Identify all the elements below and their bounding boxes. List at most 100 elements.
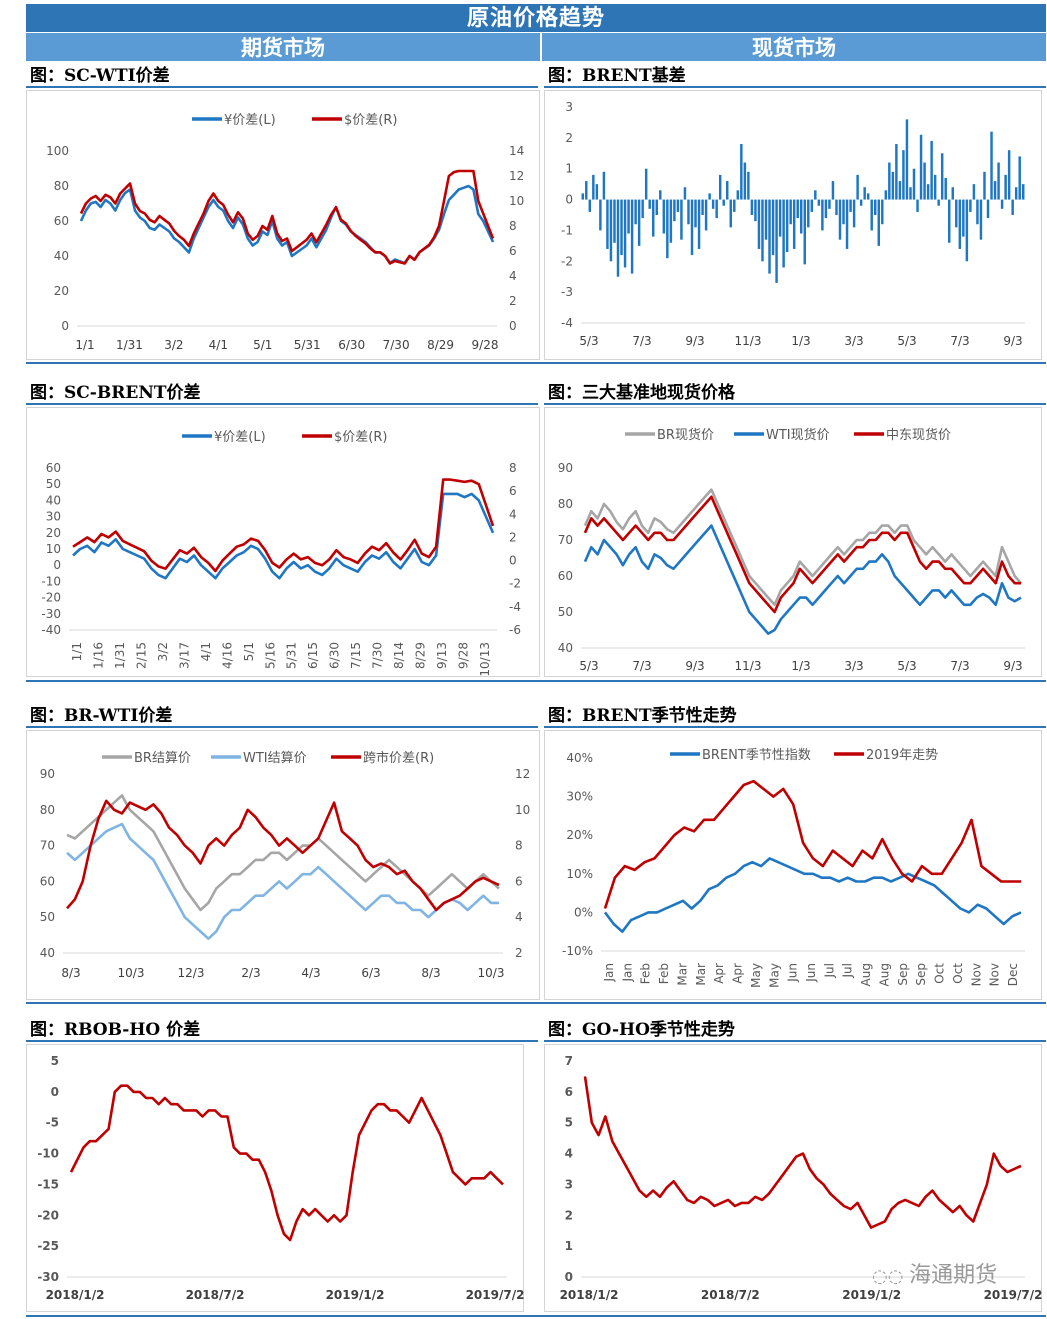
bar [659, 190, 662, 200]
x-tick-label: Mar [694, 963, 708, 986]
legend-label: WTI结算价 [243, 751, 307, 766]
y-tick-label: 0 [565, 1270, 573, 1284]
bar [778, 199, 782, 237]
bar [761, 199, 764, 262]
x-tick-label: 3/17 [177, 642, 191, 669]
y-tick-label: 30 [46, 510, 61, 524]
bar [881, 199, 884, 225]
divider [26, 86, 538, 88]
divider [544, 403, 1046, 405]
x-tick-label: Nov [988, 963, 1002, 986]
bar [708, 193, 711, 200]
bar [807, 199, 810, 228]
bar [933, 174, 937, 200]
bar [891, 171, 895, 200]
x-tick-label: 8/14 [392, 642, 406, 669]
bar [835, 199, 838, 215]
bar [683, 187, 687, 200]
x-tick-label: Dec [1006, 963, 1020, 986]
x-tick-label: 11/3 [735, 334, 762, 348]
bar [655, 199, 658, 215]
y-tick-label: 0 [53, 558, 61, 572]
x-tick-label: 7/30 [371, 642, 385, 669]
figure-title-brent-seasonal: 图：BRENT季节性走势 [548, 706, 737, 726]
y2-tick-label: 10 [509, 194, 524, 208]
x-tick-label: 10/3 [478, 966, 505, 980]
y-tick-label: 40 [40, 946, 55, 960]
y2-tick-label: 4 [515, 910, 523, 924]
y-tick-label: 0 [51, 1085, 59, 1099]
bar [895, 144, 898, 200]
x-tick-label: Feb [657, 963, 671, 984]
x-tick-label: 3/3 [844, 659, 863, 673]
series-line-1 [79, 169, 495, 265]
divider [26, 362, 1046, 364]
bar [771, 199, 775, 256]
divider [544, 726, 1046, 728]
bar [764, 199, 768, 240]
x-tick-label: 7/30 [383, 338, 410, 352]
bar [754, 199, 757, 222]
bar [1000, 199, 1004, 209]
x-tick-label: 7/3 [950, 659, 969, 673]
bar [722, 199, 725, 206]
futures-market-header: 期货市场 [26, 33, 540, 61]
chart-sc-brent: -40 -30 -20 -10 0 10 20 30 40 50 60 -6 -4 -2 0 2 4 6 8 1/1 1… [26, 407, 540, 677]
bar [715, 199, 718, 219]
y-tick-label: 40 [46, 493, 61, 507]
wechat-icon: ◌◌ [872, 1266, 910, 1287]
x-tick-label: 6/30 [338, 338, 365, 352]
divider [26, 403, 538, 405]
x-tick-label: 8/29 [414, 642, 428, 669]
bar [852, 199, 856, 228]
y-tick-label: 0 [565, 193, 573, 207]
figure-title-spot-prices: 图：三大基准地现货价格 [548, 383, 735, 403]
x-tick-label: 2019/7/2 [466, 1288, 525, 1302]
x-tick-label: 5/1 [253, 338, 272, 352]
x-tick-label: 6/15 [306, 642, 320, 669]
bar [955, 199, 958, 228]
y-tick-label: 2 [565, 1208, 573, 1222]
divider [26, 1002, 1046, 1004]
x-tick-label: 8/3 [61, 966, 80, 980]
bar [634, 199, 637, 225]
x-tick-label: 7/3 [632, 659, 651, 673]
x-tick-label: 3/2 [156, 642, 170, 661]
bar [782, 199, 785, 268]
bar [1011, 199, 1014, 215]
bar [817, 199, 821, 206]
x-tick-label: 5/1 [242, 642, 256, 661]
x-tick-label: 5/3 [579, 334, 598, 348]
bar [666, 199, 669, 259]
y-tick-label: 3 [565, 1177, 573, 1191]
bar [919, 134, 923, 200]
bar [623, 199, 627, 268]
legend-label: WTI现货价 [766, 427, 830, 443]
legend-label: BRENT季节性指数 [702, 748, 811, 763]
y-tick-label: 7 [565, 1054, 573, 1068]
x-tick-label: 5/31 [285, 642, 299, 669]
x-tick-label: 2019/7/2 [984, 1288, 1043, 1302]
bar [585, 181, 588, 200]
bar [990, 131, 993, 200]
bar [581, 193, 584, 200]
x-tick-label: 2018/7/2 [186, 1288, 245, 1302]
x-tick-label: 6/30 [328, 642, 342, 669]
bar [930, 140, 933, 200]
y-tick-label: 20 [46, 526, 61, 540]
bar [870, 199, 873, 231]
bar [1014, 187, 1018, 200]
y-tick-label: 10 [46, 542, 61, 556]
bar [637, 199, 641, 246]
chart-sc-wti: 0 20 40 60 80 100 0 2 4 6 8 10 12 14 1/1 1/31 3/2 4/1 5/1 5… [26, 90, 540, 360]
y-tick-label: 0% [574, 905, 593, 919]
y2-tick-label: 12 [509, 169, 524, 183]
bar [648, 199, 651, 209]
bar [796, 199, 799, 219]
x-tick-label: 2018/1/2 [46, 1288, 105, 1302]
x-tick-label: Jun [804, 963, 818, 983]
bar [972, 184, 976, 200]
y2-tick-label: 10 [515, 803, 530, 817]
divider [544, 1040, 1046, 1042]
y2-tick-label: 0 [509, 319, 517, 333]
